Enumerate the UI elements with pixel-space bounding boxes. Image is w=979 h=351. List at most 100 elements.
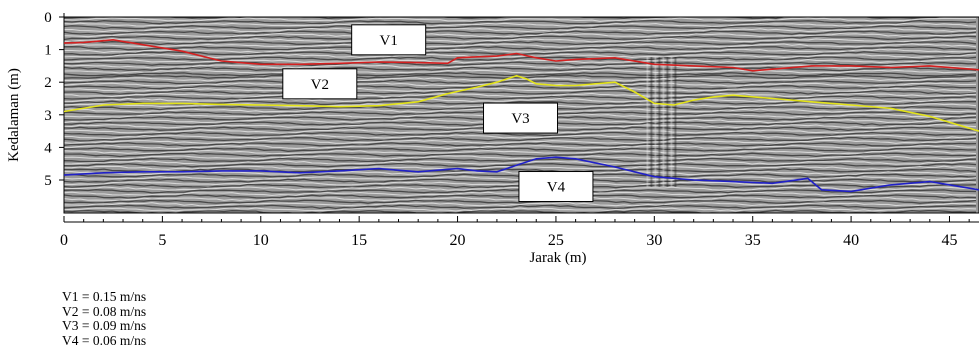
legend-item-v3: V3 = 0.09 m/ns (62, 318, 147, 333)
reflection-band (64, 66, 977, 72)
reflection-band (64, 100, 977, 106)
diffraction-stripe (654, 57, 657, 187)
reflection-band (64, 82, 977, 87)
series-line-v1 (64, 38, 979, 72)
velocity-label-box (351, 24, 427, 56)
reflection-band (64, 79, 977, 85)
y-tick-label: 4 (44, 140, 52, 156)
reflection-band (64, 69, 977, 74)
velocity-label-v2: V2 (282, 68, 358, 100)
reflection-band (64, 77, 977, 82)
x-tick-label: 10 (253, 232, 269, 249)
diffraction-stripe (650, 57, 653, 187)
x-axis-label: Jarak (m) (529, 250, 586, 266)
legend-item-v4: V4 = 0.06 m/ns (62, 332, 147, 348)
x-tick-label: 5 (158, 232, 166, 249)
reflection-band (64, 19, 977, 25)
reflection-band (64, 202, 977, 207)
reflection-band (64, 87, 977, 92)
reflection-band (64, 17, 977, 22)
diffraction-stripe (662, 57, 665, 187)
reflection-band (64, 147, 977, 152)
reflection-band (64, 168, 977, 173)
y-tick-label: 3 (44, 108, 52, 124)
velocity-label-box (518, 171, 594, 203)
x-tick-label: 15 (351, 232, 367, 249)
reflection-band (64, 160, 977, 165)
reflection-band (64, 48, 977, 53)
reflection-band (64, 74, 977, 80)
diffraction-stripe (658, 57, 661, 187)
reflection-band (64, 17, 955, 20)
reflection-band (64, 139, 977, 144)
reflection-band (64, 199, 977, 204)
reflection-band (64, 144, 977, 150)
diffraction-stripe (646, 57, 649, 187)
velocity-labels: V1 V2 V3 V4 (282, 24, 594, 203)
reflection-band (64, 204, 977, 210)
y-tick-label: 0 (44, 10, 52, 26)
velocity-legend: V1 = 0.15 m/ns V2 = 0.08 m/ns V3 = 0.09 … (62, 289, 147, 348)
legend-item-v1: V1 = 0.15 m/ns (62, 289, 147, 304)
reflection-band (64, 136, 977, 142)
reflection-band (64, 142, 977, 147)
velocity-label-v4: V4 (518, 171, 594, 203)
x-tick-label: 40 (843, 232, 859, 249)
reflection-band (64, 53, 977, 59)
reflection-band (64, 152, 977, 158)
reflection-band (64, 71, 977, 77)
reflection-band (64, 25, 977, 30)
reflection-band (64, 22, 977, 27)
x-axis: 0 5 10 15 20 25 30 35 40 45 (60, 216, 979, 249)
velocity-label-v3: V3 (483, 102, 559, 134)
reflection-band (64, 27, 977, 33)
reflection-band (64, 46, 977, 51)
x-tick-label: 20 (450, 232, 466, 249)
reflection-band (64, 157, 977, 163)
reflection-band (64, 84, 976, 90)
reflection-band (64, 43, 977, 48)
velocity-label-box (282, 68, 358, 100)
y-tick-label: 1 (44, 43, 52, 59)
data-lines (64, 38, 979, 193)
diffraction-stripe (666, 57, 669, 187)
reflection-band (64, 165, 977, 170)
series-line-v2 (64, 74, 979, 132)
y-axis-label: Kedalaman (m) (6, 68, 22, 162)
reflection-band (64, 134, 977, 139)
x-tick-label: 0 (60, 232, 68, 249)
velocity-label-v1: V1 (351, 24, 427, 56)
x-tick-label: 35 (745, 232, 761, 249)
reflection-band (64, 131, 977, 137)
velocity-label-text: V2 (311, 77, 329, 93)
velocity-label-text: V3 (511, 111, 529, 127)
reflection-band (64, 59, 977, 64)
velocity-label-text: V4 (547, 180, 566, 196)
reflection-band (64, 90, 977, 95)
reflection-band (64, 35, 977, 41)
x-tick-label: 25 (548, 232, 564, 249)
reflection-band (64, 209, 977, 213)
reflection-band (64, 61, 977, 67)
y-axis: 0 1 2 3 4 5 (44, 10, 65, 213)
diffraction-stripe (670, 57, 673, 187)
series-line-v4 (64, 156, 979, 193)
reflection-band (64, 150, 977, 155)
reflection-band (64, 33, 977, 38)
reflection-band (64, 30, 977, 35)
velocity-label-box (483, 102, 559, 134)
reflection-band (64, 155, 977, 160)
x-tick-label: 45 (941, 232, 957, 249)
reflection-band (64, 40, 977, 46)
y-tick-label: 2 (44, 75, 52, 91)
y-tick-label: 5 (44, 173, 52, 189)
reflection-band (64, 38, 977, 43)
legend-item-v2: V2 = 0.08 m/ns (62, 303, 147, 319)
reflection-band (64, 95, 977, 100)
x-tick-label: 30 (646, 232, 662, 249)
velocity-label-text: V1 (380, 33, 398, 49)
diffraction-stripe (674, 57, 677, 187)
reflection-band (64, 92, 977, 98)
reflection-band (64, 207, 977, 212)
